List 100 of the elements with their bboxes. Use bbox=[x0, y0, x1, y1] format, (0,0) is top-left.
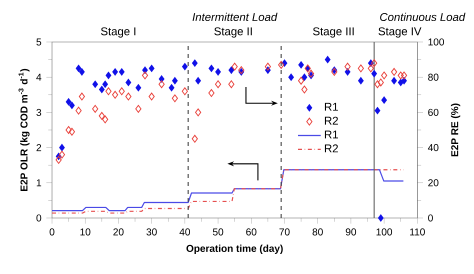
point bbox=[112, 90, 118, 99]
point bbox=[158, 80, 165, 88]
point bbox=[78, 92, 85, 100]
y-tick-label: 5 bbox=[36, 38, 42, 46]
point bbox=[105, 87, 112, 96]
point bbox=[92, 80, 98, 88]
point bbox=[381, 72, 388, 80]
point bbox=[135, 84, 142, 92]
point bbox=[59, 144, 65, 152]
legend-label: R2 bbox=[324, 144, 338, 152]
point bbox=[172, 76, 178, 84]
legend-label: R2 bbox=[324, 116, 338, 125]
y-tick-label: 2 bbox=[36, 144, 42, 152]
text: Stage II bbox=[214, 27, 252, 38]
point bbox=[214, 80, 222, 88]
legend-label: R1 bbox=[324, 102, 338, 111]
x-tick-label: 20 bbox=[113, 228, 124, 236]
x-tick-label: 50 bbox=[212, 228, 224, 236]
point bbox=[148, 64, 155, 72]
point bbox=[298, 61, 304, 69]
point bbox=[98, 86, 105, 94]
point bbox=[195, 108, 202, 116]
x-tick-label: 110 bbox=[410, 228, 425, 236]
point bbox=[215, 68, 221, 76]
point bbox=[374, 80, 381, 88]
point bbox=[106, 72, 112, 80]
point bbox=[264, 62, 271, 71]
point bbox=[102, 115, 108, 124]
x-tick-label: 100 bbox=[376, 228, 392, 236]
point bbox=[118, 87, 125, 96]
point bbox=[288, 73, 294, 81]
point bbox=[298, 76, 304, 85]
x-tick-label: 80 bbox=[312, 228, 323, 236]
point bbox=[58, 150, 66, 159]
point bbox=[79, 68, 85, 76]
y2-tick-label: 0 bbox=[428, 214, 433, 222]
point bbox=[378, 78, 384, 86]
point bbox=[182, 62, 188, 70]
point bbox=[208, 89, 214, 97]
y-tick-label: 0 bbox=[36, 214, 42, 222]
text: Intermittent Load bbox=[192, 12, 278, 22]
y2-tick-label: 80 bbox=[428, 74, 438, 81]
point bbox=[126, 78, 132, 86]
point bbox=[168, 84, 174, 92]
x-tick-label: 10 bbox=[80, 228, 90, 236]
point bbox=[66, 98, 72, 106]
point bbox=[69, 102, 75, 110]
point bbox=[232, 62, 238, 71]
point bbox=[400, 72, 408, 80]
y2-axis-title: E2P RE (%) bbox=[450, 104, 460, 156]
point bbox=[228, 66, 234, 74]
point bbox=[125, 92, 132, 100]
point bbox=[391, 76, 397, 84]
point bbox=[142, 72, 148, 80]
point bbox=[92, 104, 98, 113]
x-tick-label: 90 bbox=[346, 228, 356, 236]
point bbox=[135, 104, 142, 113]
x-axis-title: Operation time (day) bbox=[186, 244, 283, 254]
point bbox=[324, 56, 331, 64]
point bbox=[182, 87, 188, 96]
point bbox=[278, 60, 284, 69]
point bbox=[118, 68, 125, 76]
point bbox=[98, 112, 105, 120]
point bbox=[368, 64, 374, 72]
y2-tick-label: 60 bbox=[428, 108, 438, 116]
point bbox=[228, 80, 234, 88]
x-tick-label: 30 bbox=[146, 228, 157, 236]
text: Stage I bbox=[101, 27, 136, 38]
x-tick-label: 70 bbox=[279, 228, 290, 236]
x-tick-label: 40 bbox=[180, 228, 190, 236]
point bbox=[66, 126, 72, 134]
point bbox=[76, 106, 82, 115]
y2-tick-label: 40 bbox=[428, 144, 438, 152]
y-axis-title: E2P OLR (kg COD m$^{-3}$ d$^{-1}$) bbox=[18, 68, 30, 191]
point bbox=[76, 64, 82, 72]
y-tick-label: 3 bbox=[36, 108, 42, 116]
point bbox=[192, 59, 198, 67]
point bbox=[208, 64, 214, 72]
point bbox=[391, 68, 398, 76]
text: Continuous Load bbox=[380, 12, 466, 22]
text: Stage IV bbox=[378, 27, 422, 38]
point bbox=[148, 92, 155, 100]
point bbox=[344, 62, 351, 71]
point bbox=[195, 76, 202, 84]
legend-label: R1 bbox=[324, 130, 338, 138]
point bbox=[302, 73, 308, 81]
point bbox=[102, 80, 108, 88]
point bbox=[398, 72, 404, 80]
x-tick-label: 0 bbox=[50, 228, 54, 236]
point bbox=[112, 68, 118, 76]
point bbox=[68, 128, 76, 136]
y2-tick-label: 20 bbox=[428, 179, 438, 186]
point bbox=[374, 106, 380, 114]
point bbox=[378, 214, 384, 222]
point bbox=[172, 94, 178, 102]
point bbox=[358, 76, 364, 84]
text: Stage III bbox=[313, 27, 354, 38]
y-tick-label: 4 bbox=[36, 74, 42, 81]
y2-tick-label: 100 bbox=[428, 38, 444, 46]
x-tick-label: 60 bbox=[246, 228, 256, 236]
